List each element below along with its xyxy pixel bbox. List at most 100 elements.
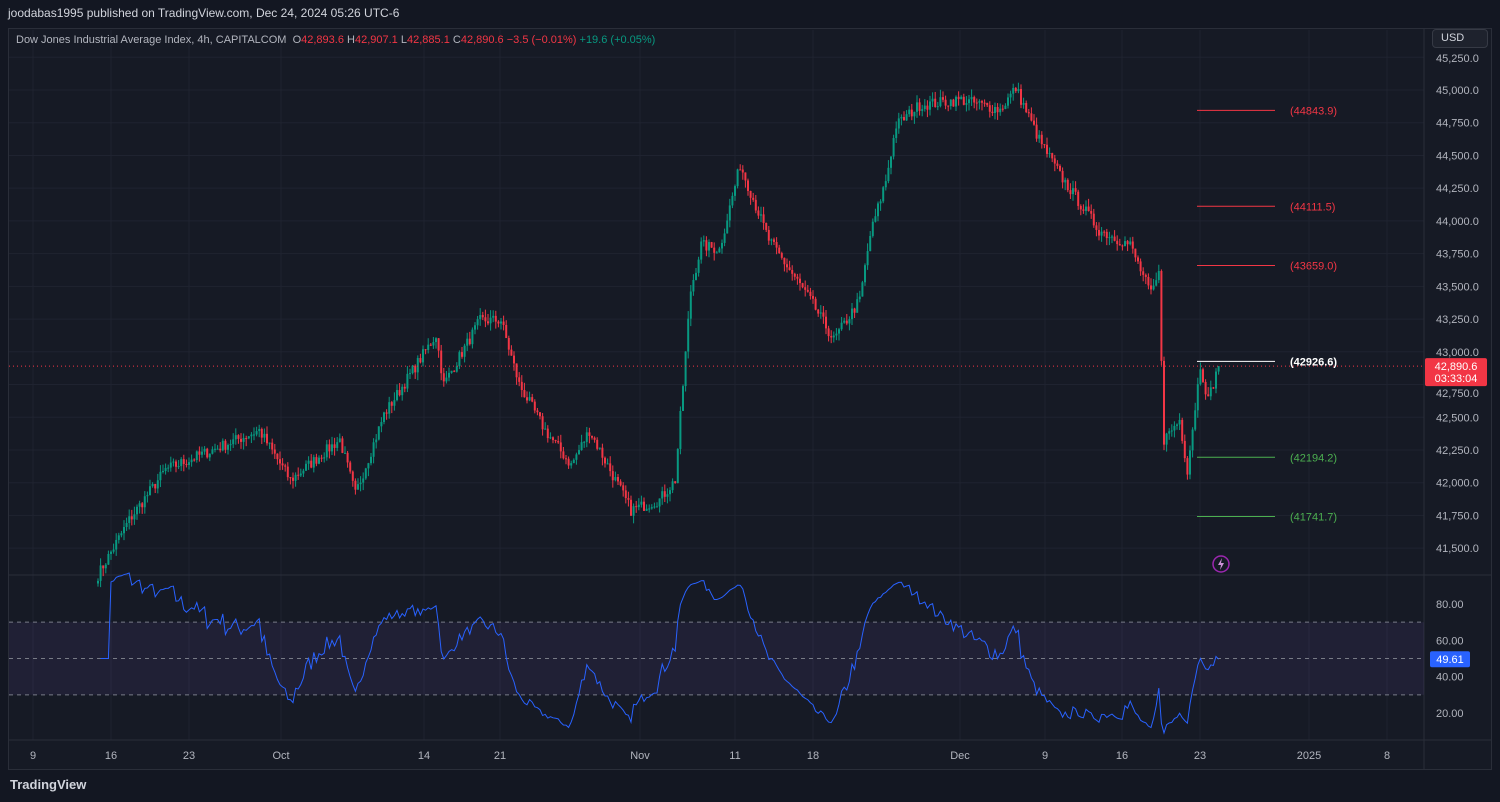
candle-body — [364, 468, 367, 479]
candle-body — [921, 109, 924, 111]
candle-body — [1022, 103, 1025, 105]
candle-body — [1181, 419, 1184, 441]
candle-body — [102, 565, 105, 569]
candle-body — [783, 257, 786, 265]
candle-body — [372, 442, 375, 457]
candle-body — [736, 169, 739, 187]
candle-body — [960, 96, 963, 100]
candle-body — [502, 321, 505, 325]
candle-body — [448, 372, 450, 378]
candle-body — [767, 229, 770, 241]
candle-body — [916, 102, 918, 112]
candle-body — [299, 473, 302, 476]
candle-body — [338, 438, 341, 443]
candle-body — [1077, 191, 1080, 206]
candle-body — [138, 503, 141, 507]
candle-body — [481, 315, 484, 318]
candle-body — [1072, 188, 1074, 195]
candle-body — [765, 222, 768, 230]
candle-body — [385, 412, 388, 414]
candle-body — [552, 437, 554, 441]
candle-body — [695, 272, 697, 280]
candle-body — [229, 444, 232, 446]
candle-body — [988, 105, 991, 112]
level-label: (43659.0) — [1290, 261, 1337, 273]
candle-body — [809, 291, 812, 297]
price-tick-label: 42,500.0 — [1436, 412, 1479, 424]
candle-body — [1116, 240, 1119, 245]
candle-body — [201, 451, 203, 455]
candle-body — [650, 507, 653, 509]
candle-body — [866, 251, 869, 266]
candle-body — [580, 442, 583, 451]
candle-body — [708, 242, 710, 251]
candle-body — [799, 278, 801, 284]
candle-body — [887, 167, 890, 182]
candle-body — [146, 495, 149, 497]
candle-body — [825, 316, 827, 329]
rsi-tick-label: 80.00 — [1436, 599, 1464, 611]
time-tick-label: 16 — [105, 750, 117, 762]
candle-body — [1134, 248, 1137, 258]
candle-body — [208, 453, 211, 458]
open-label: O — [292, 34, 302, 46]
candle-body — [461, 352, 463, 357]
candle-body — [227, 445, 229, 450]
candle-body — [463, 345, 466, 357]
candle-body — [697, 259, 700, 273]
candle-body — [149, 486, 151, 496]
candle-body — [663, 491, 666, 497]
extra-change-value: +19.6 (+0.05%) — [579, 34, 656, 46]
candle-body — [934, 98, 937, 107]
candle-body — [1191, 429, 1194, 451]
candle-body — [882, 187, 885, 202]
candle-body — [424, 349, 427, 351]
candle-body — [671, 481, 674, 491]
candle-body — [388, 402, 391, 414]
candle-body — [1100, 231, 1103, 236]
candle-body — [780, 253, 783, 258]
candle-body — [635, 506, 638, 508]
candle-body — [219, 448, 222, 451]
candle-body — [1092, 213, 1095, 226]
price-tick-label: 43,250.0 — [1436, 314, 1479, 326]
candle-body — [611, 471, 614, 481]
candle-body — [848, 319, 851, 324]
candle-body — [890, 156, 892, 168]
candle-body — [419, 358, 422, 363]
candle-body — [312, 457, 315, 468]
price-tick-label: 42,750.0 — [1436, 388, 1479, 400]
candle-body — [1033, 120, 1035, 125]
candle-body — [437, 338, 440, 351]
candle-body — [422, 349, 424, 363]
candle-body — [489, 317, 492, 324]
candle-body — [107, 553, 110, 565]
candle-body — [1014, 87, 1017, 92]
candle-body — [705, 240, 708, 251]
candle-body — [1046, 144, 1048, 154]
candle-body — [968, 99, 970, 104]
candle-body — [830, 336, 833, 338]
currency-button[interactable]: USD — [1432, 29, 1488, 48]
candle-body — [588, 432, 591, 436]
candle-body — [1103, 231, 1106, 233]
candle-body — [500, 321, 502, 324]
candle-body — [981, 101, 983, 103]
candle-body — [648, 508, 651, 510]
tradingview-logo: TradingView — [10, 777, 87, 792]
chart-frame[interactable] — [8, 28, 1492, 770]
candle-body — [232, 439, 235, 445]
time-tick-label: 11 — [729, 750, 740, 762]
candle-body — [440, 350, 443, 374]
time-tick-label: 23 — [1194, 750, 1206, 762]
price-tick-label: 44,750.0 — [1436, 118, 1479, 130]
candle-body — [289, 477, 292, 479]
candle-body — [406, 373, 409, 389]
candle-body — [596, 439, 599, 449]
candle-body — [726, 220, 729, 234]
time-tick-label: 2025 — [1297, 750, 1321, 762]
candle-body — [133, 514, 136, 520]
symbol-title[interactable]: Dow Jones Industrial Average Index, 4h, … — [16, 34, 287, 46]
candle-body — [172, 461, 175, 463]
